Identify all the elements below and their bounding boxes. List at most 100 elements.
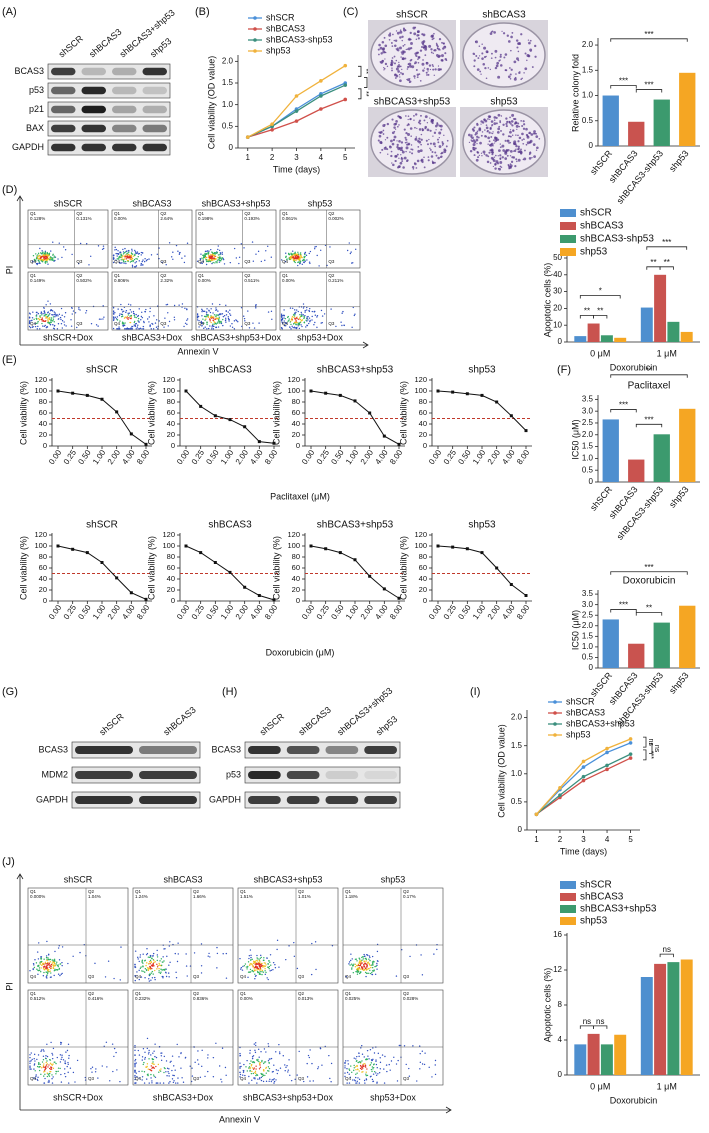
event-dot xyxy=(304,259,306,261)
event-dot xyxy=(42,251,44,253)
colony xyxy=(485,124,488,126)
event-dot xyxy=(216,251,219,254)
colony xyxy=(499,64,503,67)
colony xyxy=(472,52,475,55)
colony xyxy=(521,132,524,136)
event-dot xyxy=(38,1069,41,1072)
colony xyxy=(432,65,434,68)
x-tick-label: shBCAS3-shp53 xyxy=(615,148,665,205)
event-dot xyxy=(262,1069,265,1072)
x-tick-label: 0.50 xyxy=(76,603,93,621)
chart-title: Paclitaxel xyxy=(628,381,671,392)
point xyxy=(228,570,232,574)
lane-label: shBCAS3 xyxy=(87,27,123,60)
event-dot xyxy=(369,964,371,967)
event-dot xyxy=(247,310,249,312)
bar xyxy=(628,643,645,668)
quadrant-percent: 0.00% xyxy=(240,996,253,1001)
event-dot xyxy=(210,256,213,258)
event-dot xyxy=(370,1075,372,1078)
event-dot xyxy=(308,317,311,319)
event-dot xyxy=(50,963,53,966)
x-tick-label: 1.00 xyxy=(219,603,236,621)
x-tick-label: 0.50 xyxy=(204,603,221,621)
event-dot xyxy=(360,968,362,970)
colony xyxy=(425,139,428,142)
event-dot xyxy=(43,969,46,971)
colony xyxy=(378,134,382,138)
event-dot xyxy=(134,950,137,952)
event-dot xyxy=(38,318,41,321)
event-dot xyxy=(146,948,148,950)
event-dot xyxy=(250,954,252,957)
colony xyxy=(431,36,434,38)
event-dot xyxy=(208,258,211,260)
x-tick-label: shSCR xyxy=(588,148,614,177)
colony xyxy=(487,143,489,145)
event-dot xyxy=(148,1058,150,1060)
blot-band xyxy=(112,124,137,133)
y-tick-label: 80 xyxy=(292,397,300,406)
event-dot xyxy=(363,953,365,956)
event-dot xyxy=(52,320,54,322)
event-dot xyxy=(139,967,142,970)
event-dot xyxy=(39,328,41,330)
event-dot xyxy=(263,1061,266,1063)
event-dot xyxy=(293,941,295,944)
colony xyxy=(509,78,512,80)
x-tick-label: 1.00 xyxy=(471,603,488,621)
significance-bracket xyxy=(649,743,653,754)
event-dot xyxy=(163,968,165,971)
x-tick-label: 2.00 xyxy=(234,448,251,466)
event-dot xyxy=(221,257,224,259)
quadrant-percent: 0.00% xyxy=(198,278,211,283)
colony xyxy=(405,115,407,117)
event-dot xyxy=(52,316,55,318)
y-tick-label: 0 xyxy=(171,441,175,450)
blot-band xyxy=(51,67,76,76)
event-dot xyxy=(43,1050,45,1052)
significance-bracket xyxy=(579,315,594,319)
colony xyxy=(499,161,503,164)
y-tick-label: 0 xyxy=(589,141,594,150)
axis-arrow xyxy=(20,1106,452,1114)
colony xyxy=(488,151,491,154)
colony xyxy=(515,148,517,150)
event-dot xyxy=(36,322,39,324)
event-dot xyxy=(145,308,147,311)
event-dot xyxy=(186,975,188,977)
colony xyxy=(423,156,425,159)
event-dot xyxy=(350,953,352,955)
colony xyxy=(496,61,500,65)
colony xyxy=(425,71,428,74)
quadrant-percent: 1.66% xyxy=(193,894,206,899)
x-tick-label: 0.50 xyxy=(204,448,221,466)
event-dot xyxy=(351,968,353,970)
event-dot xyxy=(196,319,199,321)
event-dot xyxy=(362,969,365,971)
event-dot xyxy=(300,311,302,314)
colony xyxy=(511,113,515,117)
event-dot xyxy=(290,328,292,330)
event-dot xyxy=(173,304,176,307)
event-dot xyxy=(31,261,34,263)
event-dot xyxy=(267,966,269,968)
event-dot xyxy=(51,962,53,964)
event-dot xyxy=(52,967,55,970)
colony xyxy=(515,73,517,75)
colony xyxy=(406,159,409,162)
event-dot xyxy=(34,259,36,261)
point xyxy=(144,597,148,601)
event-dot xyxy=(162,961,164,963)
event-dot xyxy=(304,314,306,317)
event-dot xyxy=(269,970,271,972)
event-dot xyxy=(28,321,31,323)
quadrant-percent: 0.512% xyxy=(30,996,45,1001)
event-dot xyxy=(36,968,38,970)
event-dot xyxy=(130,252,133,254)
colony xyxy=(476,135,479,138)
event-dot xyxy=(61,946,64,948)
colony xyxy=(443,148,446,151)
event-dot xyxy=(283,309,285,311)
event-dot xyxy=(358,960,361,962)
